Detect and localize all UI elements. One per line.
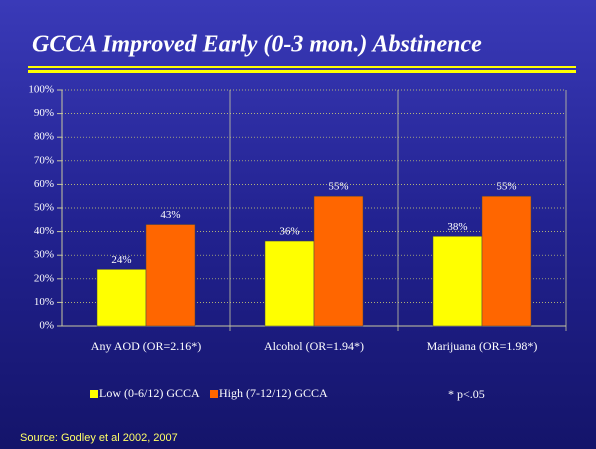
x-tick-label: Alcohol (OR=1.94*) [264,339,364,353]
y-tick-label: 100% [28,84,54,96]
slide-title: GCCA Improved Early (0-3 mon.) Abstinenc… [32,32,482,58]
y-tick-label: 30% [34,249,54,261]
value-label: 24% [111,254,131,266]
annotation: * p<.05 [448,387,485,401]
source: Source: Godley et al 2002, 2007 [20,432,178,444]
y-tick-label: 10% [34,296,54,308]
legend-swatch [210,390,218,398]
x-tick-label: Any AOD (OR=2.16*) [91,339,201,353]
y-tick-label: 0% [39,320,54,332]
legend-label: Low (0-6/12) GCCA [99,386,200,400]
bar [264,240,315,327]
legend-swatch [90,390,98,398]
y-tick-label: 20% [34,272,54,284]
title-rule [28,66,576,68]
bar [432,236,483,327]
value-label: 36% [279,226,299,238]
x-tick-label: Marijuana (OR=1.98*) [427,339,538,353]
bar [96,269,147,327]
y-tick-label: 80% [34,131,54,143]
bar [313,195,364,327]
value-label: 38% [447,221,467,233]
legend-label: High (7-12/12) GCCA [219,386,328,400]
y-tick-label: 50% [34,202,54,214]
value-label: 43% [160,209,180,221]
y-tick-label: 40% [34,225,54,237]
y-tick-label: 60% [34,178,54,190]
bar [481,195,532,327]
title-rule [28,70,576,73]
value-label: 55% [496,181,516,193]
plot: 0% 10% 20% 30% 40% 50% 60% 70% 80% 90% 100% Any AOD… [28,84,567,400]
y-tick-label: 90% [34,107,54,119]
bar [145,224,196,327]
value-label: 55% [328,181,348,193]
y-tick-label: 70% [34,154,54,166]
